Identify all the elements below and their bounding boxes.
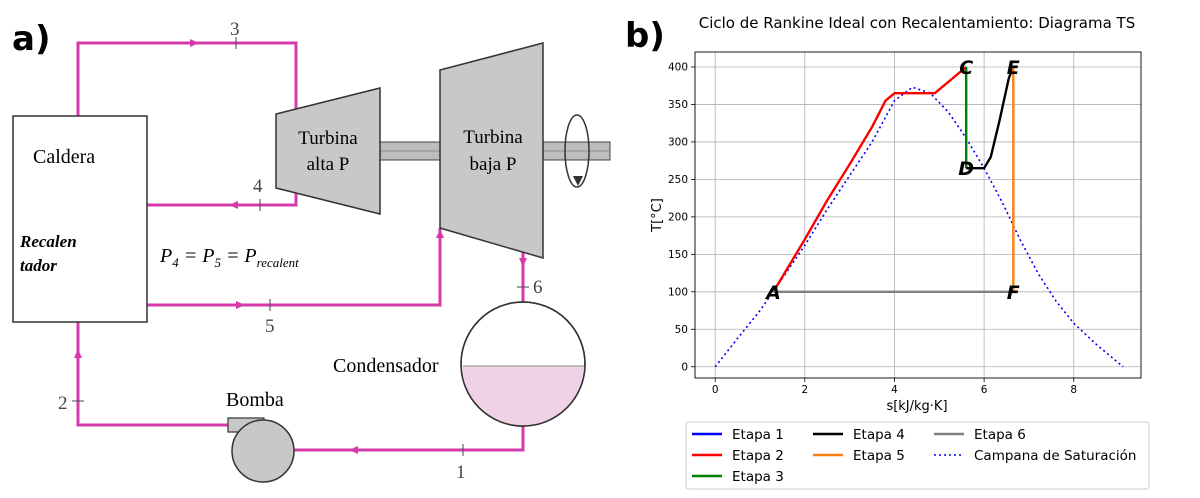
legend-label: Etapa 2 <box>732 448 784 464</box>
condenser-label: Condensador <box>333 355 439 377</box>
pump-label: Bomba <box>226 389 284 411</box>
state-point-labels: A C D E F <box>764 57 1020 304</box>
y-tick-label: 0 <box>681 361 688 373</box>
arrow-icon <box>190 39 199 47</box>
arrow-icon <box>349 446 358 454</box>
legend-label: Etapa 4 <box>853 427 905 443</box>
rotation-icon <box>564 114 590 188</box>
panel-b-chart: b) Ciclo de Rankine Ideal con Recalentam… <box>625 14 1150 490</box>
legend-label: Etapa 3 <box>732 469 784 485</box>
x-axis-ticks: 0 2 4 6 8 <box>712 378 1077 396</box>
pump <box>227 417 295 483</box>
lp-turbine-label-line1: Turbina <box>463 127 523 148</box>
y-tick-label: 250 <box>668 174 688 186</box>
legend-items: Etapa 1 Etapa 2 Etapa 3 Etapa 4 Etapa 5 Etapa… <box>692 427 1136 485</box>
flow-arrows <box>74 39 527 454</box>
state-number-4: 4 <box>253 176 263 197</box>
x-tick-label: 0 <box>712 384 719 396</box>
series-etapa-2 <box>772 66 967 293</box>
x-tick-label: 8 <box>1070 384 1077 396</box>
y-tick-label: 50 <box>675 324 688 336</box>
pressure-equation: P4 = P5 = Precalent <box>159 245 299 270</box>
hp-turbine <box>275 87 381 215</box>
point-label-f: F <box>1007 282 1020 304</box>
arrow-icon <box>436 229 444 238</box>
reheater-label-line2: tador <box>20 256 57 275</box>
condenser <box>460 301 586 427</box>
point-label-c: C <box>959 57 973 79</box>
state-numbers: 1 2 3 4 5 6 <box>58 19 543 483</box>
y-axis-ticks: 0 50 100 150 200 250 300 350 400 <box>668 61 695 373</box>
y-tick-label: 300 <box>668 136 688 148</box>
arrow-icon <box>236 301 245 309</box>
arrow-icon <box>74 349 82 358</box>
point-label-a: A <box>764 282 781 304</box>
state-number-6: 6 <box>533 277 543 298</box>
arrow-icon <box>519 258 527 267</box>
legend-label: Campana de Saturación <box>974 448 1136 464</box>
x-tick-label: 4 <box>891 384 898 396</box>
chart-title: Ciclo de Rankine Ideal con Recalentamien… <box>699 14 1136 32</box>
hp-turbine-label-line1: Turbina <box>298 128 358 149</box>
panel-a-schematic: a) Caldera Recalen tador <box>12 19 611 483</box>
reheater-label-line1: Recalen <box>19 232 77 251</box>
hp-turbine-label-line2: alta P <box>307 154 350 175</box>
chart-series <box>714 66 1124 368</box>
pipe-state-2 <box>76 322 228 427</box>
plot-area <box>694 51 1142 379</box>
x-tick-label: 2 <box>801 384 808 396</box>
y-axis-label: T[°C] <box>650 198 665 233</box>
state-number-3: 3 <box>230 19 240 40</box>
pipe-state-1 <box>294 420 525 452</box>
boiler-box <box>12 115 148 323</box>
legend-box <box>685 421 1150 490</box>
y-tick-label: 350 <box>668 99 688 111</box>
lp-turbine-label-line2: baja P <box>470 154 517 175</box>
y-tick-label: 200 <box>668 211 688 223</box>
boiler-label: Caldera <box>33 146 95 168</box>
point-label-d: D <box>958 158 974 180</box>
series-campana-de-saturación <box>714 86 1124 368</box>
series-etapa-4 <box>966 66 1015 170</box>
legend-label: Etapa 6 <box>974 427 1026 443</box>
x-axis-label: s[kJ/kg·K] <box>886 399 947 414</box>
point-label-e: E <box>1007 57 1020 79</box>
state-number-2: 2 <box>58 393 68 414</box>
y-tick-label: 100 <box>668 286 688 298</box>
legend: Etapa 1 Etapa 2 Etapa 3 Etapa 4 Etapa 5 Etapa… <box>685 421 1150 490</box>
state-number-1: 1 <box>456 462 466 483</box>
panel-b-label: b) <box>625 16 665 56</box>
pipe-state-3 <box>76 41 298 116</box>
lp-turbine <box>439 42 544 259</box>
y-tick-label: 400 <box>668 61 688 73</box>
y-tick-label: 150 <box>668 249 688 261</box>
legend-label: Etapa 1 <box>732 427 784 443</box>
x-tick-label: 6 <box>981 384 988 396</box>
legend-label: Etapa 5 <box>853 448 905 464</box>
panel-a-label: a) <box>12 19 50 59</box>
arrow-icon <box>229 201 238 209</box>
chart-grid <box>695 52 1141 378</box>
state-number-5: 5 <box>265 316 275 337</box>
